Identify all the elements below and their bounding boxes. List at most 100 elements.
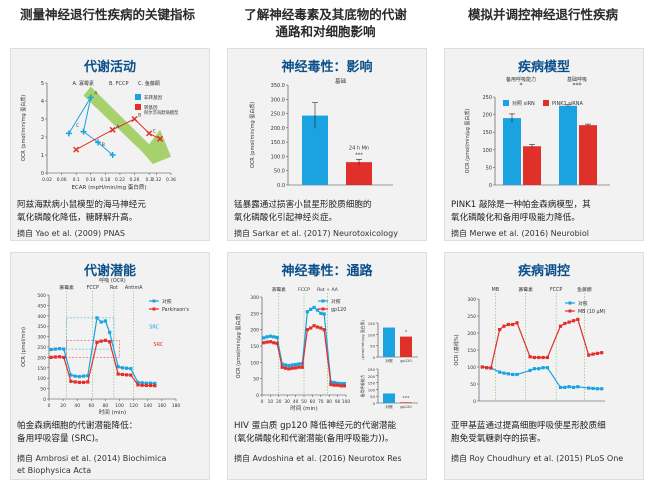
- injection-label: 寡霉素: [272, 286, 286, 293]
- caption-line-2: 氧化磷酸化降低，糖酵解升高。: [17, 213, 138, 223]
- y-tick-label: 50: [470, 382, 476, 388]
- series-control-point: [144, 381, 148, 385]
- y-tick-label: 350: [37, 324, 46, 330]
- legend-label: 转基因: [144, 104, 158, 111]
- series-parkinsons-point: [49, 355, 53, 359]
- bar-control: [559, 105, 577, 185]
- series-control-point: [95, 316, 99, 320]
- series-control-point: [294, 363, 298, 367]
- legend-label: MB (10 μM): [578, 309, 606, 315]
- series-tg-point: [131, 115, 138, 123]
- x-axis-label: 时间 (min): [99, 408, 126, 416]
- series-control-point: [591, 386, 595, 391]
- inset-category: 对照: [385, 358, 393, 363]
- y-tick-label: 100: [250, 360, 259, 366]
- series-control-point: [342, 381, 346, 386]
- series-control-point: [265, 335, 269, 339]
- y-tick-label: 150: [482, 130, 492, 136]
- src-label-parkinsons: SRC: [153, 342, 163, 348]
- series-nontg-point: [65, 130, 72, 137]
- inset-significance: *: [405, 330, 408, 336]
- series-control-point: [275, 335, 279, 340]
- chart-subtitle: 呼吸 (OCR): [99, 277, 125, 284]
- series-control-point: [515, 372, 519, 377]
- series-control-point: [537, 367, 541, 371]
- series-gp120-point: [336, 383, 340, 387]
- series-control-point: [108, 330, 112, 335]
- injection-label: FCCP: [87, 285, 99, 291]
- series-parkinsons-point: [53, 355, 57, 359]
- series-control-point: [125, 366, 129, 370]
- y-tick-label: 200: [482, 113, 492, 119]
- series-mb-point: [576, 317, 580, 321]
- series-control-point: [506, 372, 510, 376]
- y-tick-label: 300: [250, 295, 259, 301]
- x-tick-label: 0: [48, 403, 51, 409]
- series-nontg-point: [95, 139, 102, 146]
- y-tick-label: 300: [37, 335, 46, 341]
- series-tg-point: [109, 126, 116, 133]
- x-tick-label: 0.1: [73, 177, 80, 183]
- y-axis-label: OCR (pmol/min/mg 蛋白质): [20, 95, 27, 161]
- series-control-point: [571, 385, 576, 389]
- x-axis-label: 时间 (min): [290, 404, 317, 412]
- series-control-point: [339, 381, 343, 386]
- series-nontg-point: [109, 152, 116, 158]
- x-tick-label: 0.22: [115, 177, 125, 183]
- caption-line-1: 亚甲基蓝通过提高细胞呼吸使星形胶质细: [451, 421, 606, 431]
- series-parkinsons-point: [144, 383, 148, 388]
- series-control-point: [77, 374, 81, 379]
- series-mb-point: [567, 320, 571, 324]
- series-control-point: [140, 381, 144, 385]
- series-mb-point: [489, 366, 493, 370]
- x-tick-label: 0.18: [100, 177, 110, 183]
- series-control-point: [62, 347, 66, 351]
- series-mb-point: [515, 321, 519, 325]
- inset-bar: [383, 327, 395, 357]
- x-tick-label: 0.02: [42, 177, 52, 183]
- series-gp120-point: [290, 366, 294, 370]
- caption-line-2: 氧化磷酸化引起神经炎症。: [234, 213, 338, 223]
- series-control-point: [73, 374, 77, 378]
- series-gp120-point: [268, 340, 272, 344]
- series-parkinsons-point: [108, 340, 112, 344]
- chart-neurotoxicity-impact: 0.0 50.0 100.0 150.0 200.0 250.0 300.0 350.0 OCR…: [249, 77, 393, 189]
- series-gp120-point: [309, 326, 313, 330]
- series-gp120-point: [265, 340, 269, 344]
- series-mb-point: [558, 324, 563, 328]
- y-tick-label: 500: [37, 293, 46, 299]
- point-letter: A: [116, 124, 120, 130]
- panel-source: 摘自 Roy Choudhury et al. (2015) PLoS One: [451, 454, 624, 463]
- caption-line-2: 氧化磷酸化和备用呼吸能力降低。: [451, 213, 580, 223]
- series-control-point: [558, 385, 563, 389]
- x-tick-label: 160: [158, 403, 167, 409]
- chart-metabolic-potential: 呼吸 (OCR) 寡霉素 FCCP Rot AntimA SRC SRC 0 50 100 150 2…: [21, 277, 190, 416]
- series-parkinsons-point: [73, 380, 77, 384]
- series-control-point: [116, 365, 120, 369]
- x-tick-label: 0.32: [151, 177, 161, 183]
- legend-marker: [568, 309, 572, 313]
- significance-label: ***: [355, 152, 363, 158]
- group-label: 备用呼吸能力: [506, 76, 536, 83]
- series-parkinsons-line: [51, 339, 155, 387]
- y-tick-label: 250: [482, 95, 492, 101]
- y-tick-label: 2: [41, 135, 44, 141]
- series-control-point: [305, 310, 309, 314]
- x-tick-label: 60: [310, 399, 316, 405]
- panel-caption: HIV 蛋白质 gp120 降低神经元的代谢潜能 (氧化磷酸化和代谢潜能(备用呼…: [234, 420, 424, 446]
- chart-subtitle: 基础: [335, 77, 347, 85]
- series-control-point: [49, 347, 53, 352]
- panel-title: 神经毒性：影响: [281, 60, 373, 75]
- caption-line-1: PINK1 敲除是一种帕金森病模型，其: [451, 200, 591, 210]
- x-tick-label: 50: [301, 399, 307, 405]
- inset-bar: [383, 393, 395, 403]
- chart-metabolic-activity: 0 1 2 3 4 5 0.02 0.06 0.1 0.14 0.18 0.22 0.26 0.30.32…: [20, 80, 179, 191]
- y-tick-label: 250: [368, 367, 376, 372]
- series-gp120-point: [329, 382, 333, 387]
- inset-y-label: 备用呼吸能力: [360, 374, 365, 397]
- series-control-point: [336, 381, 340, 385]
- y-tick-label: 100: [37, 376, 46, 382]
- legend-marker: [321, 307, 325, 311]
- series-mb-point: [591, 352, 595, 356]
- panel-source: 摘自 Ambrosi et al. (2014) Biochimica et B…: [17, 453, 209, 477]
